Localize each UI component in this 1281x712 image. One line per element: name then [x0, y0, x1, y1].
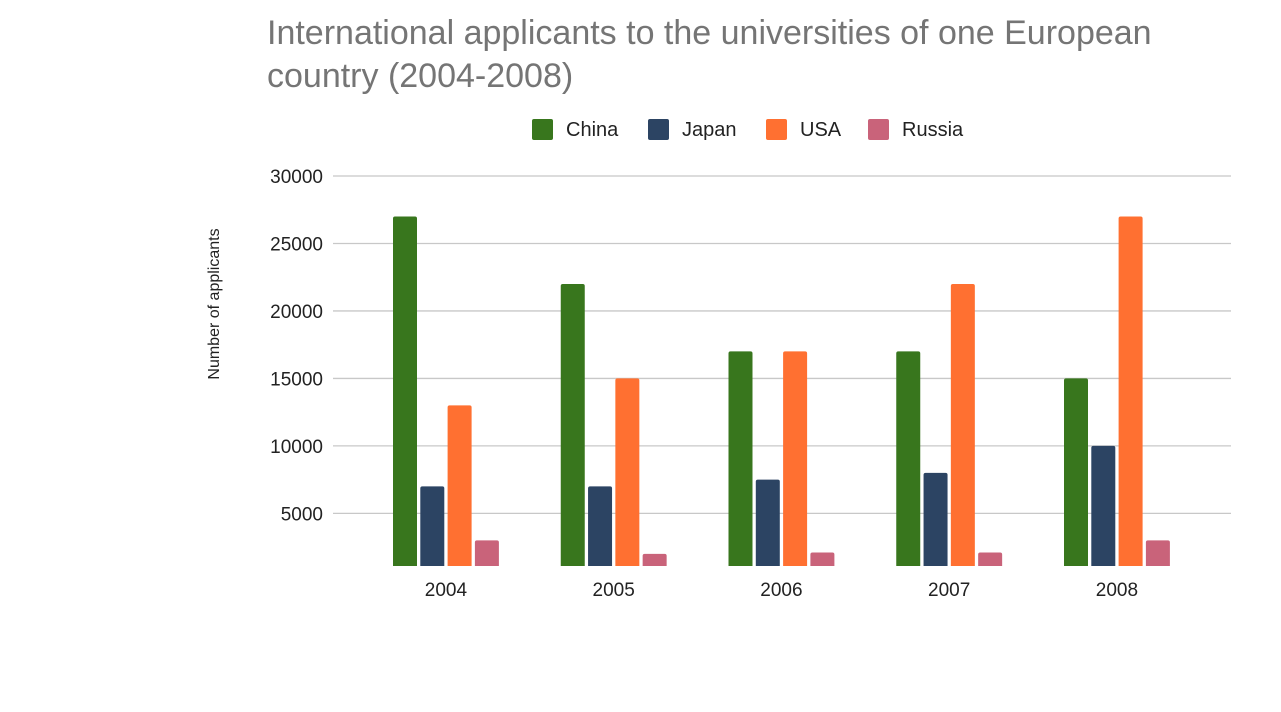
chart-title-line-1: International applicants to the universi… — [267, 14, 1152, 52]
bar-china-2004 — [393, 216, 417, 566]
legend-label-china: China — [566, 119, 619, 141]
x-tick-label: 2005 — [593, 580, 635, 601]
y-tick-label: 25000 — [270, 234, 323, 255]
bar-usa-2007 — [950, 283, 975, 566]
x-tick-label: 2007 — [928, 580, 970, 601]
bar-russia-2004 — [474, 540, 499, 566]
bar-japan-2005 — [588, 486, 613, 566]
y-axis-label: Number of applicants — [206, 228, 223, 379]
bar-japan-2008 — [1091, 445, 1116, 566]
legend-label-japan: Japan — [682, 119, 737, 141]
chart-title-line-2: country (2004-2008) — [267, 57, 573, 95]
legend-swatch-china — [532, 119, 553, 140]
x-tick-label: 2006 — [760, 580, 802, 601]
chart-title: International applicants to the universi… — [267, 14, 1152, 95]
y-axis-ticks: 5000 10000 15000 20000 25000 30000 — [270, 167, 323, 525]
bar-usa-2008 — [1118, 216, 1143, 566]
bar-usa-2006 — [783, 351, 808, 566]
legend-swatch-japan — [648, 119, 669, 140]
y-tick-label: 5000 — [281, 504, 323, 525]
bar-china-2008 — [1064, 378, 1088, 566]
y-tick-label: 15000 — [270, 369, 323, 390]
y-tick-label: 20000 — [270, 302, 323, 323]
x-tick-label: 2008 — [1096, 580, 1138, 601]
y-tick-label: 30000 — [270, 167, 323, 188]
bar-japan-2007 — [923, 472, 948, 566]
bar-china-2005 — [560, 283, 585, 566]
bar-russia-2006 — [810, 552, 835, 566]
x-tick-label: 2004 — [425, 580, 468, 601]
bar-japan-2006 — [755, 479, 780, 566]
y-tick-label: 10000 — [270, 437, 323, 458]
legend-swatch-usa — [766, 119, 787, 140]
bar-russia-2007 — [978, 552, 1003, 566]
bars — [393, 216, 1170, 566]
legend-label-russia: Russia — [902, 119, 964, 141]
bar-japan-2004 — [420, 486, 445, 566]
chart-legend: China Japan USA Russia — [532, 119, 964, 141]
bar-russia-2005 — [642, 553, 667, 566]
x-axis-ticks: 2004 2005 2006 2007 2008 — [425, 580, 1138, 601]
bar-russia-2008 — [1145, 540, 1170, 566]
legend-swatch-russia — [868, 119, 889, 140]
bar-china-2006 — [728, 351, 753, 566]
bar-usa-2004 — [447, 405, 472, 566]
bar-china-2007 — [896, 351, 921, 566]
legend-label-usa: USA — [800, 119, 842, 141]
bar-usa-2005 — [615, 378, 640, 566]
